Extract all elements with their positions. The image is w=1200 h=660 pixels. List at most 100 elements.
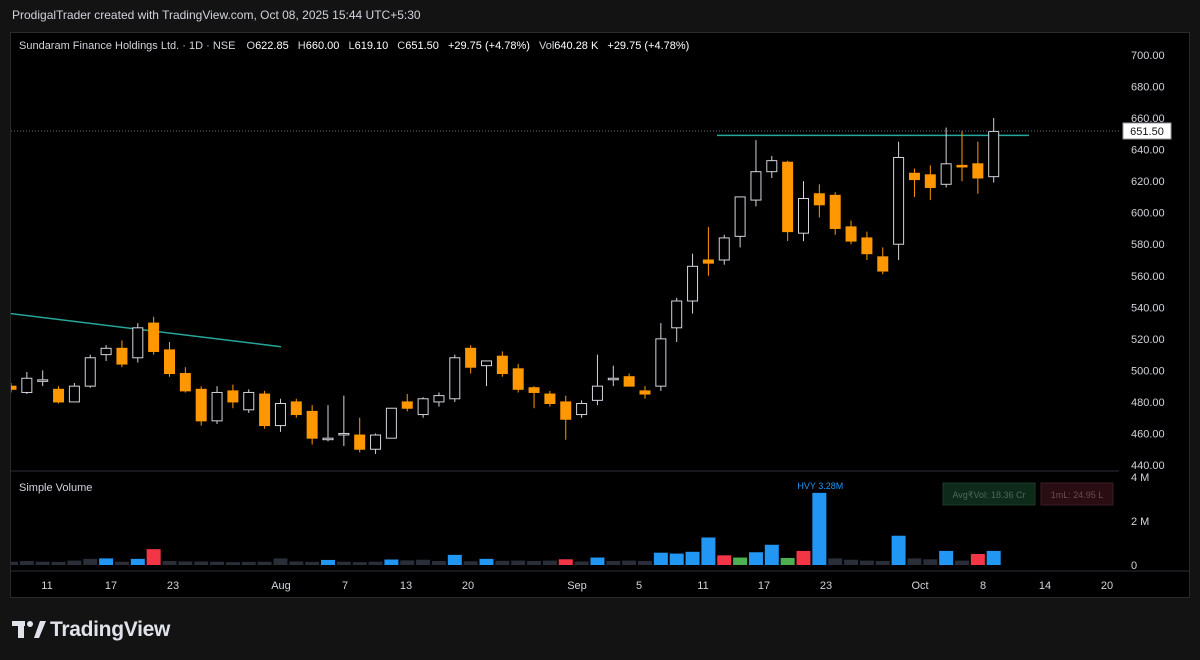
volume-bar bbox=[527, 561, 542, 565]
volume-bar bbox=[352, 562, 367, 565]
candle-body bbox=[813, 193, 825, 206]
volume-bar bbox=[321, 559, 335, 565]
candle-body bbox=[481, 360, 492, 367]
legend-vol-change: +29.75 (+4.78%) bbox=[607, 40, 689, 52]
volume-bar bbox=[590, 557, 605, 565]
candle-body bbox=[766, 160, 778, 173]
volume-bar bbox=[305, 561, 320, 565]
volume-bar bbox=[844, 559, 859, 565]
legend-open-value: 622.85 bbox=[255, 40, 289, 52]
candle-body bbox=[132, 327, 144, 359]
price-tick-label: 520.00 bbox=[1131, 334, 1165, 346]
volume-bar bbox=[273, 558, 288, 565]
candle-body bbox=[449, 357, 461, 400]
candle-body bbox=[433, 395, 445, 403]
candle-body bbox=[655, 338, 667, 387]
volume-bar bbox=[796, 550, 811, 565]
volume-bar bbox=[622, 560, 637, 565]
candles-layer bbox=[5, 118, 1000, 454]
chart-frame[interactable]: 700.00 680.00 660.00 640.00 620.00 600.00 580.… bbox=[4, 32, 1190, 598]
volume-peak-label: HVY 3.28M bbox=[797, 481, 843, 491]
volume-bar bbox=[717, 555, 732, 565]
candle-body bbox=[560, 401, 572, 420]
descending-trendline bbox=[10, 312, 282, 348]
candle-body bbox=[893, 157, 905, 245]
candle-body bbox=[338, 432, 350, 436]
candle-body bbox=[53, 388, 65, 403]
price-tick-label: 500.00 bbox=[1131, 365, 1165, 377]
price-tick-label: 560.00 bbox=[1131, 271, 1165, 283]
volume-bar bbox=[859, 560, 874, 565]
price-tick-label: 440.00 bbox=[1131, 460, 1165, 472]
price-axis: 700.00 680.00 660.00 640.00 620.00 600.00 580.… bbox=[1131, 50, 1165, 472]
volume-tick-label: 0 bbox=[1131, 560, 1137, 572]
candle-body bbox=[37, 379, 49, 382]
volume-bar bbox=[336, 561, 351, 565]
tradingview-logo-icon bbox=[12, 619, 46, 641]
volume-bar bbox=[638, 561, 652, 565]
volume-bar bbox=[257, 561, 272, 565]
volume-bar bbox=[955, 560, 969, 565]
volume-bar bbox=[114, 561, 129, 565]
price-tick-label: 660.00 bbox=[1131, 113, 1165, 125]
candle-body bbox=[274, 403, 286, 427]
candle-body bbox=[243, 391, 255, 411]
candle-body bbox=[528, 387, 540, 393]
price-tick-label: 640.00 bbox=[1131, 145, 1165, 157]
ml-badge: 1mL: 24.95 L bbox=[1051, 490, 1104, 500]
volume-bar bbox=[289, 561, 304, 565]
volume-tick-label: 4 M bbox=[1131, 472, 1149, 484]
candle-body bbox=[322, 437, 334, 441]
candle-body bbox=[671, 300, 683, 329]
snapshot-caption: ProdigalTrader created with TradingView.… bbox=[12, 8, 421, 22]
volume-tick-label: 2 M bbox=[1131, 516, 1149, 528]
candle-body bbox=[988, 130, 1000, 178]
price-tick-label: 680.00 bbox=[1131, 82, 1165, 94]
candle-body bbox=[687, 265, 699, 302]
time-tick-label: Sep bbox=[567, 580, 587, 592]
candle-body bbox=[798, 198, 809, 234]
time-tick-label: 23 bbox=[820, 580, 832, 592]
candle-body bbox=[401, 401, 413, 409]
volume-bar bbox=[67, 560, 82, 565]
volume-bar bbox=[891, 535, 906, 565]
avg-volume-badge: Avg₹Vol: 18.36 Cr bbox=[952, 490, 1025, 500]
chart-canvas[interactable]: 700.00 680.00 660.00 640.00 620.00 600.00 580.… bbox=[4, 33, 1189, 597]
last-price-label-box bbox=[1122, 122, 1172, 140]
time-tick-label: 8 bbox=[980, 580, 986, 592]
volume-bar bbox=[733, 557, 748, 565]
time-tick-label: 20 bbox=[462, 580, 474, 592]
volume-bar bbox=[431, 561, 446, 565]
volume-axis: 4 M 2 M 0 bbox=[1131, 472, 1149, 572]
candle-body bbox=[782, 161, 794, 233]
candle-body bbox=[702, 259, 714, 264]
volume-bar bbox=[653, 552, 668, 565]
candle-body bbox=[5, 385, 17, 390]
volume-bar bbox=[225, 562, 240, 565]
volume-bar bbox=[748, 552, 763, 565]
volume-bar bbox=[970, 554, 985, 565]
candle-body bbox=[639, 390, 651, 395]
volume-bar bbox=[146, 549, 161, 565]
candle-body bbox=[591, 385, 603, 401]
candle-body bbox=[211, 391, 223, 422]
candle-body bbox=[179, 373, 191, 392]
legend-vol-value: 640.28 K bbox=[554, 40, 599, 52]
brand-name: TradingView bbox=[50, 618, 171, 641]
candle-body bbox=[512, 368, 524, 390]
volume-bar bbox=[923, 559, 938, 565]
candle-body bbox=[623, 376, 635, 387]
volume-bar bbox=[194, 561, 209, 565]
volume-bar bbox=[542, 560, 557, 565]
volume-bar bbox=[780, 557, 795, 565]
ml-badge-box bbox=[1040, 482, 1114, 506]
time-tick-label: 17 bbox=[758, 580, 770, 592]
candle-body bbox=[21, 377, 33, 393]
candle-body bbox=[259, 393, 271, 427]
time-tick-label: 11 bbox=[697, 580, 708, 592]
volume-bar bbox=[685, 551, 700, 565]
brand[interactable]: TradingView bbox=[12, 618, 170, 642]
candle-body bbox=[370, 434, 382, 450]
legend-low-value: 619.10 bbox=[355, 40, 389, 52]
legend-low-label: L bbox=[348, 40, 354, 52]
